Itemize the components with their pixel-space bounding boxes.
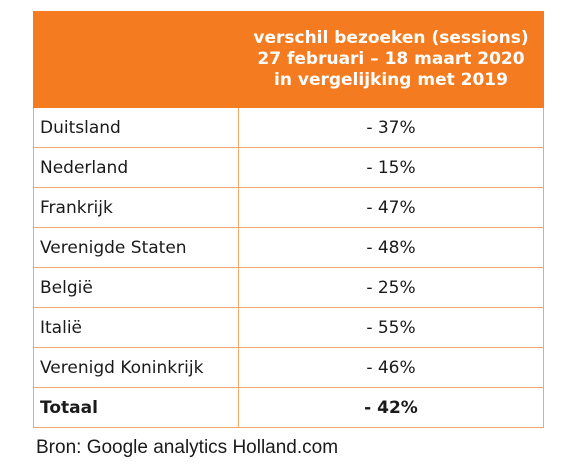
country-cell: Verenigde Staten xyxy=(33,227,239,268)
change-value-cell: - 46% xyxy=(238,347,544,388)
table-row: Italië - 55% xyxy=(33,307,544,348)
change-value-cell: - 48% xyxy=(238,227,544,268)
source-note: Bron: Google analytics Holland.com xyxy=(36,437,339,458)
total-row: Totaal - 42% xyxy=(33,387,544,428)
table-row: België - 25% xyxy=(33,267,544,308)
table-row: Frankrijk - 47% xyxy=(33,187,544,228)
header-change-cell: verschil bezoeken (sessions) 27 februari… xyxy=(238,11,544,108)
country-cell: Italië xyxy=(33,307,239,348)
table-row: Verenigd Koninkrijk - 46% xyxy=(33,347,544,388)
sessions-table: verschil bezoeken (sessions) 27 februari… xyxy=(33,11,544,428)
country-cell: Frankrijk xyxy=(33,187,239,228)
country-cell: Verenigd Koninkrijk xyxy=(33,347,239,388)
country-cell: Nederland xyxy=(33,147,239,188)
table-row: Nederland - 15% xyxy=(33,147,544,188)
header-row: verschil bezoeken (sessions) 27 februari… xyxy=(33,11,544,108)
table-body: Duitsland - 37% Nederland - 15% Frankrijk - 4… xyxy=(33,107,544,428)
sessions-table-wrapper: verschil bezoeken (sessions) 27 februari… xyxy=(33,11,544,428)
change-value-cell: - 47% xyxy=(238,187,544,228)
table-row: Verenigde Staten - 48% xyxy=(33,227,544,268)
change-value-cell: - 15% xyxy=(238,147,544,188)
change-value-cell: - 25% xyxy=(238,267,544,308)
country-cell: België xyxy=(33,267,239,308)
country-cell: Duitsland xyxy=(33,107,239,148)
change-value-cell: - 55% xyxy=(238,307,544,348)
header-country-cell xyxy=(33,11,239,108)
total-value-cell: - 42% xyxy=(238,387,544,428)
table-row: Duitsland - 37% xyxy=(33,107,544,148)
total-label-cell: Totaal xyxy=(33,387,239,428)
change-value-cell: - 37% xyxy=(238,107,544,148)
